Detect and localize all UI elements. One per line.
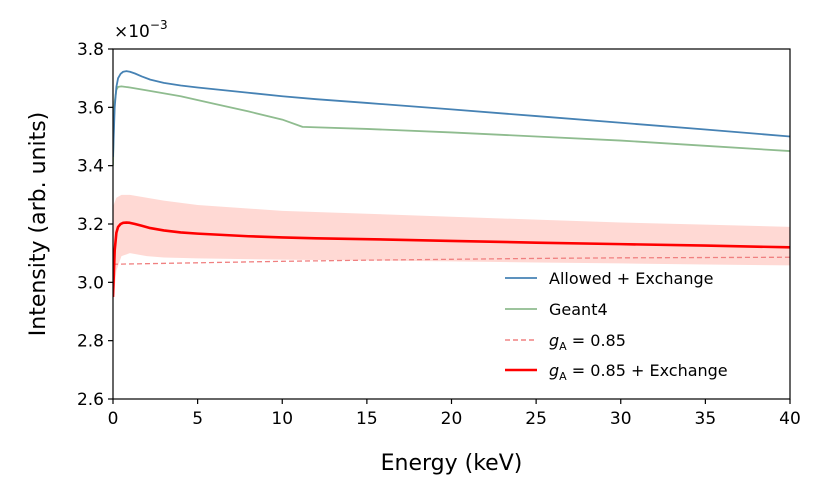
series-line-g-a-0-85: [113, 256, 790, 265]
legend-label-ga-085-exchange-rest: = 0.85 + Exchange: [567, 361, 728, 380]
x-axis-label: Energy (keV): [381, 451, 523, 476]
x-tick-label: 15: [356, 409, 378, 429]
y-multiplier: ×10−3: [114, 18, 168, 42]
legend-label-ga-085-exchange-symbol: g: [549, 361, 559, 380]
legend-label-ga-085-symbol: g: [549, 331, 559, 350]
legend-label-ga-085-rest: = 0.85: [567, 331, 626, 350]
y-multiplier-base: ×10: [114, 22, 150, 42]
y-tick-label: 3.4: [77, 157, 104, 177]
y-tick-label: 3.6: [77, 98, 104, 118]
uncertainty-band: [113, 194, 790, 306]
y-tick-label: 2.6: [77, 390, 104, 410]
x-tick-label: 35: [695, 409, 717, 429]
y-tick-label: 3.2: [77, 215, 104, 235]
legend-label-ga-085: gA = 0.85: [549, 331, 626, 353]
y-tick-label: 2.8: [77, 332, 104, 352]
y-tick-label: 3.8: [77, 40, 104, 60]
y-axis: 2.6 2.8 3.0 3.2 3.4 3.6 3.8: [77, 40, 113, 410]
series-layer: [113, 70, 790, 297]
x-tick-label: 0: [108, 409, 119, 429]
series-line-allowed-exchange: [113, 70, 790, 157]
legend-label-ga-085-exchange-sub: A: [559, 370, 567, 383]
series-line-g-a-0-85-exchange: [113, 221, 790, 297]
band-layer: [113, 194, 790, 306]
legend-label-allowed-exchange: Allowed + Exchange: [549, 269, 713, 288]
x-axis: 0 5 10 15 20 25 30 35 40: [108, 399, 801, 429]
legend-label-ga-085-sub: A: [559, 340, 567, 353]
x-tick-label: 20: [441, 409, 463, 429]
x-tick-label: 5: [192, 409, 203, 429]
x-tick-label: 10: [271, 409, 293, 429]
series-line-geant4: [113, 85, 790, 166]
x-tick-label: 40: [779, 409, 801, 429]
y-axis-label: Intensity (arb. units): [26, 112, 51, 336]
y-multiplier-exponent: −3: [150, 18, 168, 32]
x-tick-label: 25: [525, 409, 547, 429]
legend-label-ga-085-exchange: gA = 0.85 + Exchange: [549, 361, 728, 383]
x-tick-label: 30: [610, 409, 632, 429]
legend: Allowed + Exchange Geant4 gA = 0.85 gA =…: [505, 269, 728, 383]
y-tick-label: 3.0: [77, 273, 104, 293]
legend-label-geant4: Geant4: [549, 300, 608, 319]
